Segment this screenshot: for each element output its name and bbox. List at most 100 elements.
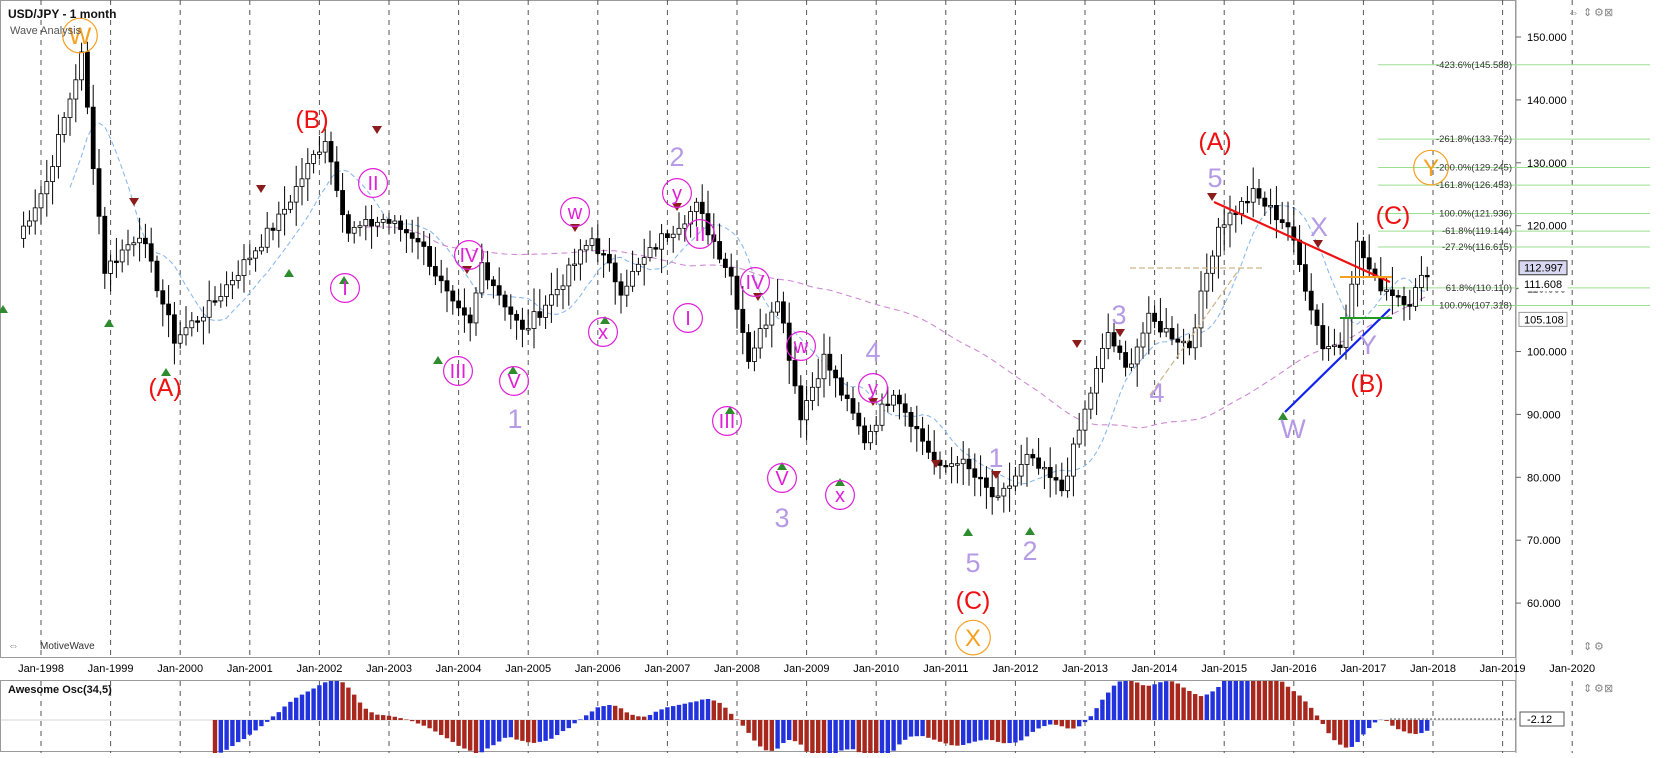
watermark: MotiveWave — [40, 641, 95, 652]
oscillator-bar — [915, 720, 919, 736]
candle-body — [961, 459, 965, 463]
oscillator-bar — [445, 720, 449, 738]
candle-body — [381, 219, 385, 222]
oscillator-bar — [1344, 720, 1348, 748]
candle-body — [671, 234, 675, 237]
oscillator-bar — [584, 715, 588, 720]
scroll-arrows-icon[interactable]: ⇔ — [8, 640, 19, 652]
candle-body — [1257, 189, 1261, 199]
close-icon[interactable]: ⊠ — [1604, 7, 1613, 19]
oscillator-bar — [1350, 720, 1354, 747]
oscillator-bar — [601, 706, 605, 720]
x-tick-label: Jan-2003 — [366, 663, 412, 675]
oscillator-bar — [607, 705, 611, 720]
candle-body — [892, 395, 896, 405]
oscillator-bar — [277, 712, 281, 720]
fib-label: 61.8%(110.110) — [1446, 283, 1512, 294]
candle-body — [538, 312, 542, 318]
candle-body — [294, 187, 298, 203]
candle-body — [277, 214, 281, 230]
candle-body — [509, 307, 513, 314]
candle-body — [259, 247, 263, 251]
x-tick-label: Jan-2007 — [644, 663, 690, 675]
candle-body — [91, 107, 95, 169]
candle-body — [190, 321, 194, 328]
candle-body — [114, 261, 118, 263]
oscillator-bar — [1408, 720, 1412, 733]
wave-label-red: (C) — [956, 587, 991, 615]
x-tick-label: Jan-2002 — [296, 663, 342, 675]
x-tick-label: Jan-2004 — [436, 663, 482, 675]
oscillator-bar — [1042, 720, 1046, 726]
oscillator-bar — [729, 714, 733, 720]
oscillator-bar — [549, 720, 553, 739]
settings-icon[interactable]: ⚙ — [1594, 641, 1604, 653]
oscillator-bar — [393, 717, 397, 720]
candle-body — [1158, 321, 1162, 332]
candle-body — [1100, 348, 1104, 368]
oscillator-bar — [509, 720, 513, 737]
wave-label-red: (A) — [1198, 128, 1231, 156]
x-tick-label: Jan-2019 — [1480, 663, 1526, 675]
candle-body — [254, 251, 258, 258]
candle-body — [729, 268, 733, 277]
oscillator-bar — [1297, 696, 1301, 720]
oscillator-bar — [335, 679, 339, 720]
candle-body — [387, 219, 391, 223]
wave-label-orange: Y — [1423, 155, 1439, 182]
candle-body — [1228, 213, 1232, 225]
oscillator-bar — [306, 692, 310, 720]
settings-icon[interactable]: ⚙ — [1594, 683, 1604, 695]
candle-body — [45, 182, 49, 194]
candle-body — [1141, 333, 1145, 347]
candle-body — [474, 293, 478, 323]
candle-body — [1112, 333, 1116, 346]
oscillator-bar — [1170, 681, 1174, 720]
y-tick-label: 130.000 — [1527, 158, 1567, 170]
vertical-arrows-icon[interactable]: ⇕ — [1583, 641, 1592, 653]
oscillator-bar — [723, 708, 727, 720]
candle-body — [596, 239, 600, 254]
vertical-arrows-icon[interactable]: ⇕ — [1583, 7, 1592, 19]
close-icon[interactable]: ⊠ — [1604, 683, 1613, 695]
candle-body — [955, 464, 959, 466]
oscillator-bar — [242, 720, 246, 739]
oscillator-bar — [741, 720, 745, 726]
oscillator-bar — [1367, 720, 1371, 728]
settings-icon[interactable]: ⚙ — [1594, 7, 1604, 19]
wave-label-purple: 1 — [988, 443, 1003, 473]
candle-body — [358, 226, 362, 228]
candle-body — [1315, 310, 1319, 325]
candle-body — [1089, 393, 1093, 409]
candle-body — [932, 452, 936, 460]
candle-body — [155, 261, 159, 291]
candle-body — [1095, 368, 1099, 393]
candle-body — [1002, 488, 1006, 496]
x-tick-label: Jan-2012 — [992, 663, 1038, 675]
candle-body — [352, 227, 356, 233]
oscillator-bar — [1413, 720, 1417, 734]
candle-body — [138, 238, 142, 243]
candle-body — [80, 52, 84, 80]
candle-body — [103, 216, 107, 273]
oscillator-bar — [596, 707, 600, 720]
oscillator-bar — [294, 698, 298, 720]
oscillator-bar — [410, 720, 414, 721]
x-tick-label: Jan-2017 — [1340, 663, 1386, 675]
x-tick-label: Jan-2009 — [784, 663, 830, 675]
oscillator-bar — [340, 682, 344, 720]
oscillator-bar — [346, 688, 350, 720]
candle-body — [828, 354, 832, 370]
oscillator-bar — [520, 720, 524, 741]
scroll-arrows-icon[interactable]: ⇔ — [1568, 7, 1579, 19]
oscillator-bar — [1158, 682, 1162, 720]
candle-body — [486, 263, 490, 280]
oscillator-bar — [1303, 701, 1307, 720]
oscillator-bar — [973, 720, 977, 742]
oscillator-bar — [219, 720, 223, 753]
vertical-arrows-icon[interactable]: ⇕ — [1583, 683, 1592, 695]
candle-body — [1240, 201, 1244, 213]
oscillator-bar — [230, 720, 234, 746]
